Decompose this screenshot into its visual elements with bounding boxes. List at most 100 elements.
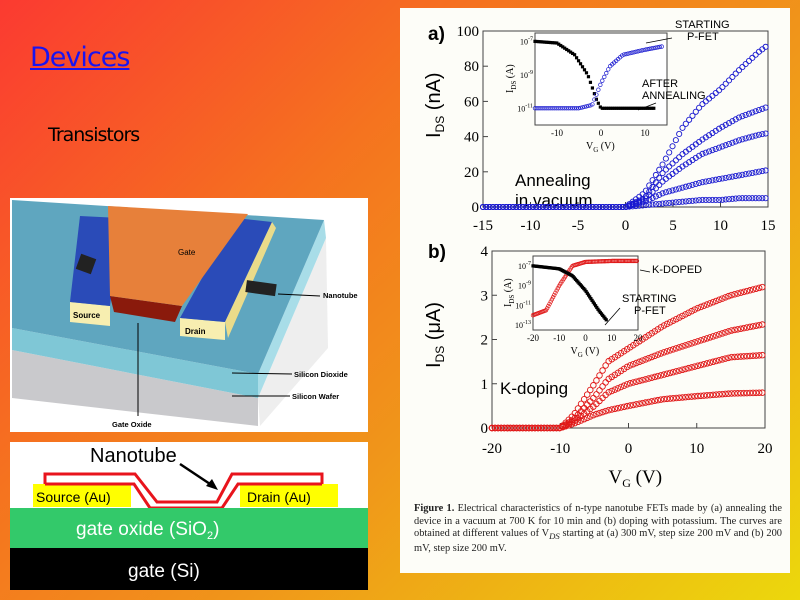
inset-series-starting-p-fet <box>533 39 656 110</box>
inset-data-point <box>580 105 585 110</box>
inset-data-point <box>542 106 548 111</box>
data-point <box>697 361 705 369</box>
data-point <box>686 198 693 205</box>
data-point <box>562 422 569 430</box>
inset-data-point <box>534 106 540 111</box>
inset-y-tick-label: 10-9 <box>518 281 531 291</box>
inset-series-label-line: K-DOPED <box>652 264 702 276</box>
data-point <box>749 133 756 140</box>
data-point <box>556 203 563 211</box>
data-point <box>694 304 702 312</box>
inset-data-point <box>550 106 555 111</box>
inset-y-tick-label: 10-9 <box>520 70 533 80</box>
x-tick-label: -10 <box>521 218 541 234</box>
data-point <box>762 195 769 202</box>
data-point <box>652 193 659 200</box>
data-point <box>759 195 766 202</box>
data-point <box>549 203 556 211</box>
inset-y-tick-label: 10-11 <box>517 103 533 113</box>
inset-data-point <box>596 307 600 311</box>
inset-data-point <box>551 41 555 45</box>
data-point <box>528 424 536 432</box>
data-point <box>602 379 609 386</box>
silicon-dioxide-label: Silicon Dioxide <box>294 370 348 379</box>
data-point <box>679 198 686 205</box>
data-point <box>599 408 606 416</box>
data-point <box>712 145 719 152</box>
data-point <box>737 389 745 397</box>
data-point <box>712 332 720 339</box>
data-point <box>666 347 674 354</box>
inset-data-point <box>649 46 654 51</box>
inset-data-point <box>584 289 588 294</box>
inset-x-tick-label: 0 <box>599 128 604 138</box>
inset-series-label: K-DOPED <box>639 264 702 276</box>
data-point <box>685 393 692 401</box>
data-point <box>752 169 759 176</box>
data-point <box>735 114 743 121</box>
inset-data-point <box>604 106 608 110</box>
inset-data-point <box>628 106 632 110</box>
inset-data-point <box>574 56 579 60</box>
data-point <box>652 171 659 179</box>
slide-subtitle: Transistors <box>48 124 140 146</box>
data-point <box>688 307 695 315</box>
y-axis-label: IDS (μA) <box>423 302 447 368</box>
data-point <box>630 401 637 409</box>
data-point <box>686 116 693 123</box>
data-point <box>759 389 766 396</box>
slide-title: Devices <box>30 42 130 73</box>
inset-data-point <box>650 106 654 110</box>
data-point <box>739 136 746 143</box>
data-point <box>519 203 526 211</box>
data-point <box>743 287 751 295</box>
data-point <box>719 84 726 91</box>
inset-data-point <box>636 106 640 110</box>
inset-data-point <box>574 106 579 111</box>
data-point <box>731 326 738 334</box>
inset-data-point <box>622 106 626 110</box>
inset-data-point <box>533 39 537 43</box>
data-point <box>531 424 539 432</box>
inset-data-point <box>590 102 595 107</box>
inset-x-tick-label: -10 <box>551 128 563 138</box>
data-point <box>691 339 698 346</box>
inset-data-point <box>564 106 569 111</box>
inset-data-point <box>555 41 559 45</box>
data-point <box>755 284 763 292</box>
oxide-side <box>258 220 326 398</box>
inset-x-tick-label: 0 <box>583 333 588 343</box>
data-point <box>728 327 735 334</box>
data-point <box>716 144 723 151</box>
inset-data-point <box>633 49 639 54</box>
data-point <box>636 202 643 209</box>
data-point <box>688 393 695 400</box>
data-point <box>735 137 743 144</box>
data-point <box>513 424 520 432</box>
inset-data-point <box>632 106 636 110</box>
data-point <box>659 161 666 168</box>
data-point <box>669 346 677 353</box>
data-point <box>676 344 683 351</box>
data-point <box>743 389 751 397</box>
data-point <box>529 203 536 211</box>
data-point <box>611 386 619 393</box>
data-point <box>660 349 668 356</box>
data-point <box>539 203 546 211</box>
data-point <box>725 390 732 397</box>
inset-data-point <box>657 44 662 50</box>
data-point <box>712 89 719 97</box>
inset-x-axis-label: VG (V) <box>586 141 615 154</box>
data-point <box>672 199 679 206</box>
data-point <box>660 371 668 378</box>
data-point <box>706 196 713 204</box>
inset-data-point <box>567 49 571 53</box>
data-point <box>602 203 610 211</box>
inset-data-point <box>647 46 652 51</box>
data-point <box>611 405 619 413</box>
inset-data-point <box>570 106 575 111</box>
data-point <box>725 174 733 181</box>
data-point <box>752 51 759 58</box>
data-point <box>743 324 751 331</box>
data-point <box>645 354 652 362</box>
